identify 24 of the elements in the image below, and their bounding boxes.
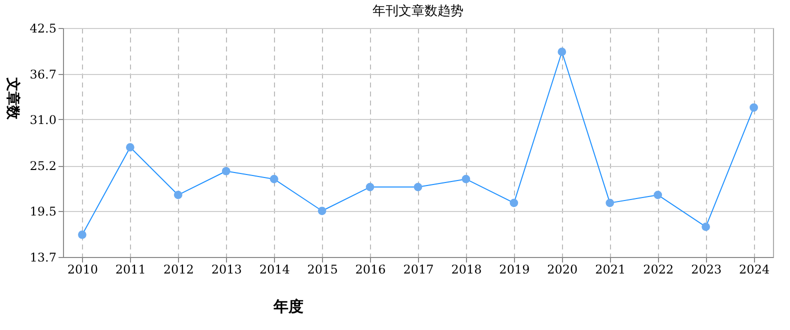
x-tick-label: 2011 bbox=[115, 262, 146, 276]
x-tick-label: 2024 bbox=[739, 262, 770, 276]
x-tick-label: 2019 bbox=[499, 262, 530, 276]
x-tick-label: 2022 bbox=[643, 262, 674, 276]
x-axis-title: 年度 bbox=[272, 298, 304, 316]
x-tick-label: 2023 bbox=[691, 262, 722, 276]
y-tick-label: 25.2 bbox=[30, 159, 56, 174]
y-tick-label: 36.7 bbox=[30, 68, 56, 82]
y-axis-title: 文章数 bbox=[4, 76, 22, 120]
x-tick-label: 2020 bbox=[547, 262, 578, 276]
x-tick-label: 2014 bbox=[259, 262, 290, 276]
y-tick-label: 19.5 bbox=[30, 204, 56, 218]
x-tick-label: 2013 bbox=[211, 262, 242, 276]
x-tick-label: 2016 bbox=[355, 262, 386, 276]
x-tick-label: 2012 bbox=[163, 262, 194, 276]
x-tick-label: 2017 bbox=[403, 262, 434, 276]
y-tick-label: 42.5 bbox=[30, 22, 56, 36]
x-tick-label: 2021 bbox=[595, 262, 626, 276]
x-tick-label: 2018 bbox=[451, 262, 482, 276]
y-tick-label: 31.0 bbox=[30, 112, 56, 127]
x-tick-label: 2010 bbox=[67, 262, 98, 276]
y-tick-label: 13.7 bbox=[30, 250, 56, 264]
chart-title: 年刊文章数趋势 bbox=[372, 4, 464, 19]
x-tick-label: 2015 bbox=[307, 262, 338, 276]
